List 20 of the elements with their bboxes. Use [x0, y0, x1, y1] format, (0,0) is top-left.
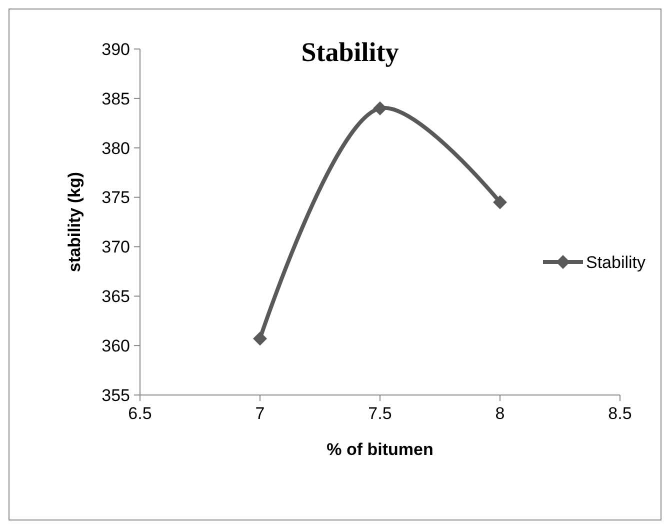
- y-tick-label: 390: [102, 40, 130, 59]
- y-tick-label: 355: [102, 386, 130, 405]
- x-tick-label: 8: [495, 404, 505, 423]
- y-tick-label: 380: [102, 138, 130, 158]
- point: [373, 101, 387, 116]
- x-tick-label: 7: [255, 404, 265, 423]
- legend-label: Stability: [586, 252, 646, 272]
- y-tick-label: 385: [102, 89, 130, 108]
- chart-title: Stability: [301, 37, 400, 67]
- y-tick-label: 370: [102, 238, 130, 257]
- x-tick-label: 6.5: [128, 404, 152, 423]
- point: [493, 195, 507, 210]
- x-tick-label: 7.5: [368, 404, 392, 423]
- x-axis-title: % of bitumen: [326, 440, 434, 459]
- y-tick-label: 365: [102, 287, 130, 306]
- point: [253, 332, 267, 346]
- y-axis-title: stability (kg): [65, 172, 84, 272]
- x-tick-label: 8.5: [608, 404, 632, 423]
- y-tick-label: 360: [102, 336, 130, 356]
- y-tick-label: 375: [102, 188, 130, 208]
